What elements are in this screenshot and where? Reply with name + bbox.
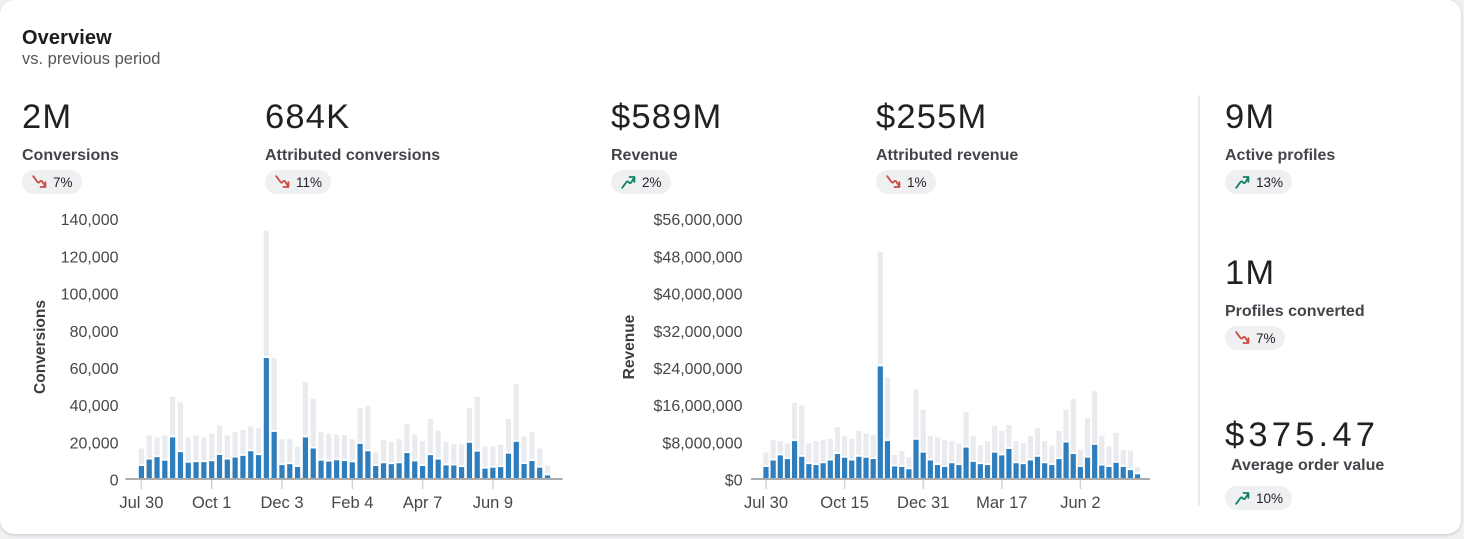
svg-text:$24,000,000: $24,000,000 <box>654 361 743 378</box>
svg-text:140,000: 140,000 <box>61 212 119 229</box>
svg-text:Oct 15: Oct 15 <box>820 494 869 512</box>
svg-text:Jun 2: Jun 2 <box>1060 494 1100 512</box>
svg-text:Jul 30: Jul 30 <box>744 494 788 512</box>
svg-text:$32,000,000: $32,000,000 <box>654 324 743 341</box>
svg-text:Conversions: Conversions <box>32 300 49 394</box>
svg-text:Dec 3: Dec 3 <box>260 494 303 512</box>
svg-text:80,000: 80,000 <box>70 324 119 341</box>
svg-text:Revenue: Revenue <box>621 314 638 379</box>
svg-text:120,000: 120,000 <box>61 249 119 266</box>
svg-text:0: 0 <box>110 473 119 490</box>
svg-text:Mar 17: Mar 17 <box>976 494 1027 512</box>
svg-text:$48,000,000: $48,000,000 <box>654 249 743 266</box>
svg-text:$16,000,000: $16,000,000 <box>654 398 743 415</box>
svg-text:$0: $0 <box>725 473 743 490</box>
svg-text:Jun 9: Jun 9 <box>473 494 513 512</box>
svg-text:$40,000,000: $40,000,000 <box>654 287 743 304</box>
svg-text:Dec 31: Dec 31 <box>897 494 949 512</box>
svg-text:Feb 4: Feb 4 <box>331 494 373 512</box>
svg-text:Jul 30: Jul 30 <box>119 494 163 512</box>
svg-text:Oct 1: Oct 1 <box>192 494 231 512</box>
svg-text:$8,000,000: $8,000,000 <box>662 435 742 452</box>
svg-text:60,000: 60,000 <box>70 361 119 378</box>
svg-text:100,000: 100,000 <box>61 287 119 304</box>
svg-text:20,000: 20,000 <box>70 435 119 452</box>
svg-text:Apr 7: Apr 7 <box>403 494 442 512</box>
svg-text:40,000: 40,000 <box>70 398 119 415</box>
svg-text:$56,000,000: $56,000,000 <box>654 212 743 229</box>
